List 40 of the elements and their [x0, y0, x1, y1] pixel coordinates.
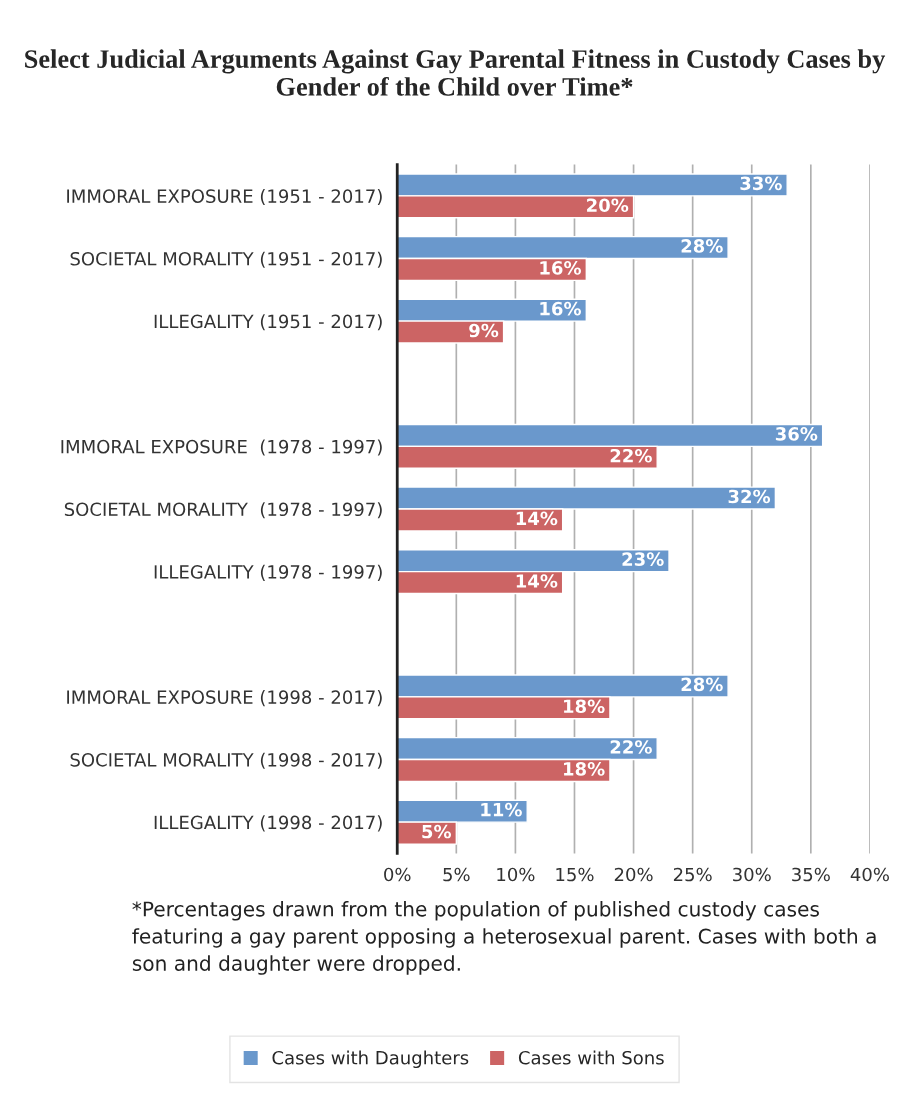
data-label: 18% — [564, 762, 605, 776]
x-tick-label: 35% — [792, 867, 830, 882]
data-label: 14% — [516, 574, 558, 588]
data-label: 16% — [540, 301, 581, 316]
y-tick-label: IMMORAL EXPOSURE (1978 - 1997) — [61, 439, 382, 456]
y-tick-label: IMMORAL EXPOSURE (1951 - 2017) — [67, 189, 382, 206]
data-label: 11% — [481, 802, 522, 817]
x-tick-label: 15% — [556, 867, 594, 882]
x-tick-label: 20% — [614, 867, 653, 882]
y-tick-label: SOCIETAL MORALITY (1951 - 2017) — [70, 251, 382, 268]
y-tick-label: ILLEGALITY (1978 - 1997) — [154, 564, 382, 581]
data-label: 16% — [540, 261, 581, 275]
data-label: 22% — [610, 448, 652, 463]
y-tick-label: ILLEGALITY (1998 - 2017) — [154, 815, 382, 832]
data-label: 22% — [610, 740, 652, 754]
x-tick-label: 10% — [497, 867, 535, 882]
data-label: 20% — [587, 198, 629, 213]
text: *Percentages drawn from the population of published custody cases featuring a gay parent opposing a heterosexual parent. Cases with both a son and daughter were dropped. — [132, 901, 876, 975]
data-label: 28% — [681, 677, 723, 692]
data-label: 28% — [681, 239, 723, 253]
data-label: 18% — [564, 699, 605, 714]
y-tick-label: IMMORAL EXPOSURE (1998 - 2017) — [67, 690, 382, 707]
data-label: 14% — [516, 511, 558, 526]
data-label: 9% — [469, 323, 499, 338]
y-tick-label: SOCIETAL MORALITY (1998 - 2017) — [70, 752, 382, 769]
legend-label: Cases with Sons — [518, 1050, 664, 1065]
data-label: 36% — [775, 427, 818, 441]
data-label: 33% — [740, 176, 782, 191]
x-tick-label: 0% — [384, 867, 411, 882]
x-tick-label: 25% — [673, 867, 712, 882]
data-label: 32% — [728, 489, 771, 504]
y-tick-label: SOCIETAL MORALITY (1978 - 1997) — [64, 502, 382, 519]
x-tick-label: 30% — [733, 867, 771, 882]
y-tick-label: ILLEGALITY (1951 - 2017) — [154, 314, 382, 331]
chart-title: Select Judicial Arguments Against Gay Parental Fitness in Custody Cases by Gender of the Child over Time* — [25, 49, 886, 96]
x-tick-label: 5% — [443, 867, 470, 882]
data-label: 23% — [622, 552, 664, 566]
data-label: 5% — [422, 824, 452, 839]
x-tick-label: 40% — [850, 867, 889, 882]
legend-label: Cases with Daughters — [272, 1050, 469, 1069]
